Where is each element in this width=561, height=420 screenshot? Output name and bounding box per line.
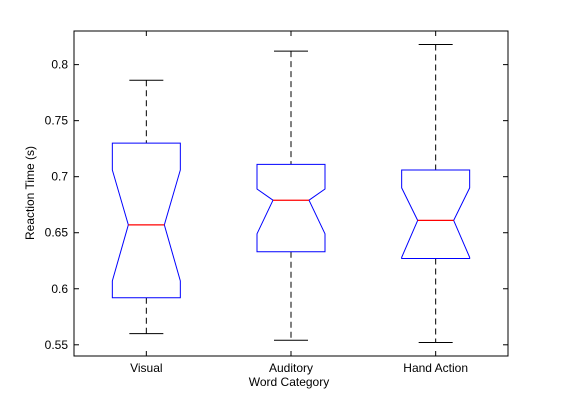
y-tick-label: 0.7 [51,170,68,184]
x-axis-label: Word Category [249,375,329,389]
y-tick-label: 0.6 [51,282,68,296]
x-tick-label: Visual [130,361,162,375]
x-axis-ticks: Visual Auditory Hand Action [130,31,468,375]
y-axis-ticks: 0.55 0.6 0.65 0.7 0.75 0.8 [45,58,508,352]
y-tick-label: 0.65 [45,226,69,240]
y-tick-label: 0.55 [45,338,69,352]
notched-box [401,169,471,259]
x-tick-label: Auditory [269,361,313,375]
y-tick-label: 0.8 [51,58,68,72]
notched-box [256,163,326,253]
y-tick-label: 0.75 [45,114,69,128]
y-axis-label: Reaction Time (s) [23,146,37,240]
x-tick-label: Hand Action [403,361,468,375]
notched-box [111,142,181,299]
box-series [111,43,471,344]
